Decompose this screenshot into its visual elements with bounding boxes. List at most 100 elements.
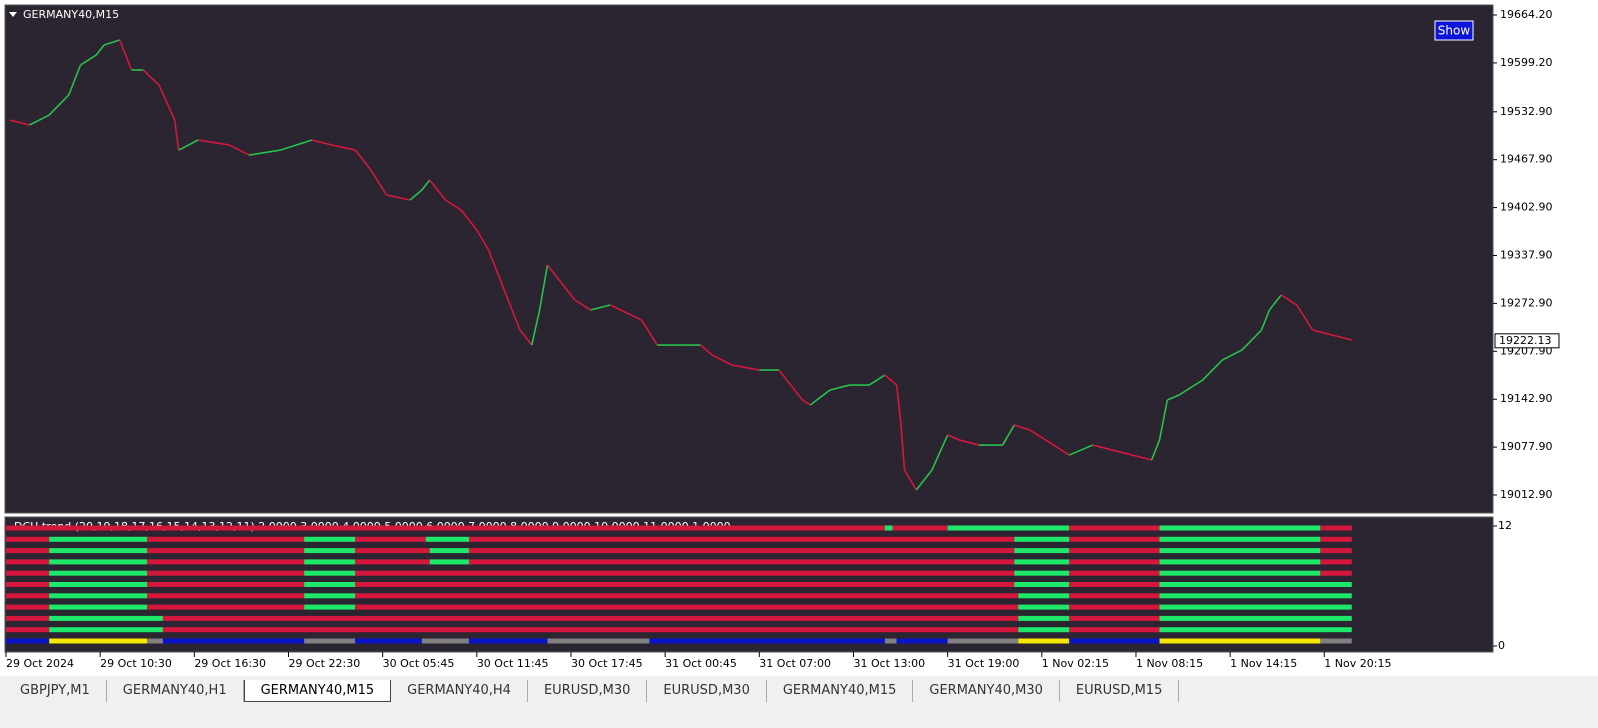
- chart-tab[interactable]: EURUSD,M15: [1060, 680, 1180, 702]
- y-tick-label: 19599.20: [1500, 56, 1553, 69]
- trend-segment: [1320, 548, 1352, 554]
- chart-tab[interactable]: GBPJPY,M1: [4, 680, 107, 702]
- price-segment: [444, 199, 462, 211]
- price-segment: [1178, 379, 1204, 396]
- symbol-label: GERMANY40,M15: [23, 8, 119, 21]
- price-segment: [421, 179, 431, 191]
- trend-segment: [147, 593, 305, 599]
- chart-tab[interactable]: GERMANY40,M30: [913, 680, 1060, 702]
- trend-segment: [1159, 604, 1352, 610]
- price-segment: [1296, 304, 1314, 331]
- price-segment: [1331, 334, 1352, 341]
- trend-segment: [1014, 570, 1070, 576]
- trend-segment: [884, 525, 893, 531]
- chart-tab[interactable]: GERMANY40,M15: [243, 680, 392, 702]
- price-segment: [80, 54, 97, 66]
- price-segment: [609, 304, 642, 321]
- price-segment: [48, 94, 70, 116]
- price-segment: [354, 149, 372, 171]
- price-segment: [519, 329, 533, 346]
- price-segment: [487, 249, 502, 281]
- price-segment: [809, 389, 831, 406]
- collapse-icon[interactable]: [9, 12, 17, 17]
- terminal: GERMANY40,M15 Show DCH trend (20,19,18,1…: [0, 0, 1598, 676]
- chart-tab[interactable]: GERMANY40,H1: [107, 680, 244, 702]
- price-segment: [9, 119, 30, 126]
- price-segment: [476, 229, 490, 251]
- price-segment: [249, 149, 281, 156]
- price-segment: [1014, 424, 1031, 431]
- trend-segment: [1069, 525, 1160, 531]
- price-segment: [829, 384, 850, 391]
- trend-segment: [147, 536, 305, 542]
- trend-segment: [49, 627, 163, 633]
- trend-segment: [468, 638, 548, 644]
- trend-segment: [1320, 570, 1352, 576]
- price-segment: [1202, 359, 1223, 381]
- price-segment: [895, 384, 902, 421]
- price-segment: [931, 434, 949, 471]
- trend-segment: [6, 582, 50, 587]
- indicator-tick-label: 12: [1498, 519, 1512, 532]
- y-tick-label: 19664.20: [1500, 8, 1553, 21]
- trend-segment: [429, 559, 469, 565]
- price-segment: [198, 139, 230, 146]
- price-segment: [868, 374, 886, 386]
- trend-segment: [355, 593, 1019, 599]
- price-segment: [1131, 454, 1152, 461]
- trend-segment: [6, 548, 50, 554]
- trend-segment: [304, 570, 356, 576]
- trend-segment: [1014, 536, 1070, 542]
- trend-segment: [162, 627, 1019, 633]
- trend-segment: [547, 638, 650, 644]
- price-segment: [947, 434, 960, 441]
- price-segment: [370, 169, 388, 196]
- trend-segment: [6, 593, 50, 599]
- chart-tab[interactable]: GERMANY40,H4: [391, 680, 528, 702]
- trend-segment: [1159, 638, 1321, 644]
- x-tick-label: 29 Oct 2024: [6, 657, 74, 670]
- x-tick-label: 31 Oct 19:00: [948, 657, 1020, 670]
- trend-segment: [355, 536, 426, 542]
- trend-segment: [1320, 536, 1352, 542]
- trend-segment: [147, 548, 305, 554]
- y-tick-label: 19077.90: [1500, 440, 1553, 453]
- price-segment: [409, 189, 423, 201]
- price-segment: [1092, 444, 1113, 451]
- trend-segment: [649, 638, 885, 644]
- price-segment: [429, 179, 447, 201]
- current-price: 19222.13: [1499, 334, 1552, 347]
- trend-segment: [49, 582, 148, 587]
- trend-segment: [892, 525, 948, 531]
- x-tick-label: 31 Oct 13:00: [853, 657, 925, 670]
- x-tick-label: 1 Nov 08:15: [1136, 657, 1203, 670]
- price-segment: [178, 139, 199, 151]
- price-segment: [119, 39, 133, 71]
- trend-segment: [6, 525, 885, 531]
- trend-segment: [1018, 615, 1070, 621]
- price-segment: [158, 84, 176, 121]
- trend-segment: [6, 536, 50, 542]
- price-segment: [640, 319, 658, 346]
- chart-tab[interactable]: GERMANY40,M15: [767, 680, 914, 702]
- trend-segment: [425, 536, 469, 542]
- price-segment: [1260, 309, 1271, 331]
- show-button-bg[interactable]: [1434, 20, 1474, 41]
- price-segment: [790, 384, 804, 401]
- trend-segment: [884, 638, 897, 644]
- show-button[interactable]: Show: [1438, 24, 1471, 38]
- trend-segment: [49, 570, 148, 576]
- trend-segment: [147, 582, 305, 587]
- price-segment: [530, 309, 541, 346]
- price-segment: [95, 44, 105, 56]
- chart-tab[interactable]: EURUSD,M30: [647, 680, 767, 702]
- chart-tab[interactable]: EURUSD,M30: [528, 680, 648, 702]
- trend-segment: [49, 593, 148, 599]
- price-segment: [1280, 294, 1298, 306]
- trend-segment: [1069, 536, 1160, 542]
- price-segment: [1312, 329, 1333, 336]
- trend-segment: [147, 570, 305, 576]
- trend-segment: [468, 559, 1015, 565]
- trend-segment: [6, 559, 50, 565]
- trend-segment: [1069, 582, 1160, 587]
